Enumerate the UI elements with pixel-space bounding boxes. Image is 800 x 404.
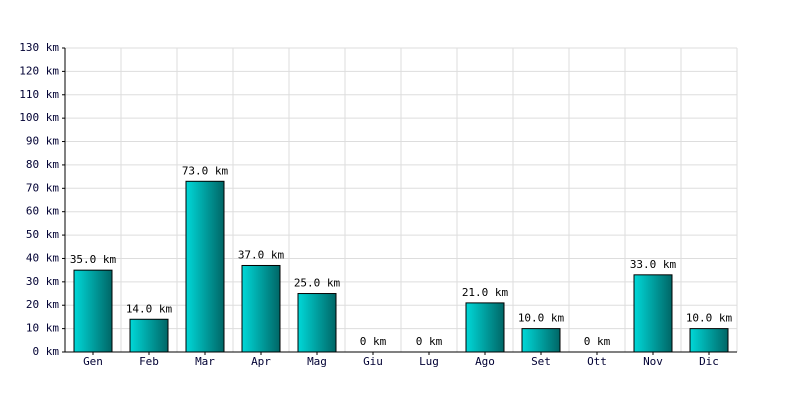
x-tick-label: Apr: [251, 355, 271, 368]
x-tick-label: Set: [531, 355, 551, 368]
value-label: 35.0 km: [70, 253, 117, 266]
y-tick-label: 20 km: [26, 298, 59, 311]
y-tick-label: 80 km: [26, 158, 59, 171]
y-tick-label: 100 km: [19, 111, 59, 124]
x-tick-label: Nov: [643, 355, 663, 368]
value-label: 25.0 km: [294, 277, 341, 290]
y-tick-label: 90 km: [26, 135, 59, 148]
x-tick-label: Gen: [83, 355, 103, 368]
x-tick-label: Ago: [475, 355, 495, 368]
value-label: 10.0 km: [686, 312, 733, 325]
bar: [521, 328, 561, 353]
y-tick-label: 130 km: [19, 41, 59, 54]
value-label: 21.0 km: [462, 286, 509, 299]
value-label: 73.0 km: [182, 164, 229, 177]
bar: [465, 302, 505, 353]
bar: [241, 264, 281, 353]
value-label: 0 km: [360, 335, 387, 348]
bar: [297, 293, 337, 353]
x-tick-label: Feb: [139, 355, 159, 368]
bar: [633, 274, 673, 353]
y-tick-label: 70 km: [26, 181, 59, 194]
y-tick-label: 0 km: [33, 345, 60, 358]
bar: [689, 328, 729, 353]
x-tick-label: Dic: [699, 355, 719, 368]
value-label: 0 km: [416, 335, 443, 348]
bar: [185, 180, 225, 353]
bar: [73, 269, 113, 353]
y-tick-label: 110 km: [19, 88, 59, 101]
x-tick-label: Giu: [363, 355, 383, 368]
x-tick-label: Mar: [195, 355, 215, 368]
value-label: 14.0 km: [126, 302, 173, 315]
value-label: 33.0 km: [630, 258, 677, 271]
value-label: 37.0 km: [238, 248, 285, 261]
y-tick-label: 60 km: [26, 205, 59, 218]
y-tick-label: 50 km: [26, 228, 59, 241]
y-tick-label: 40 km: [26, 251, 59, 264]
x-tick-label: Ott: [587, 355, 607, 368]
y-tick-label: 30 km: [26, 275, 59, 288]
x-tick-label: Lug: [419, 355, 439, 368]
value-label: 10.0 km: [518, 312, 565, 325]
y-tick-label: 120 km: [19, 64, 59, 77]
y-tick-label: 10 km: [26, 322, 59, 335]
value-label: 0 km: [584, 335, 611, 348]
bar: [129, 318, 169, 353]
x-tick-label: Mag: [307, 355, 327, 368]
